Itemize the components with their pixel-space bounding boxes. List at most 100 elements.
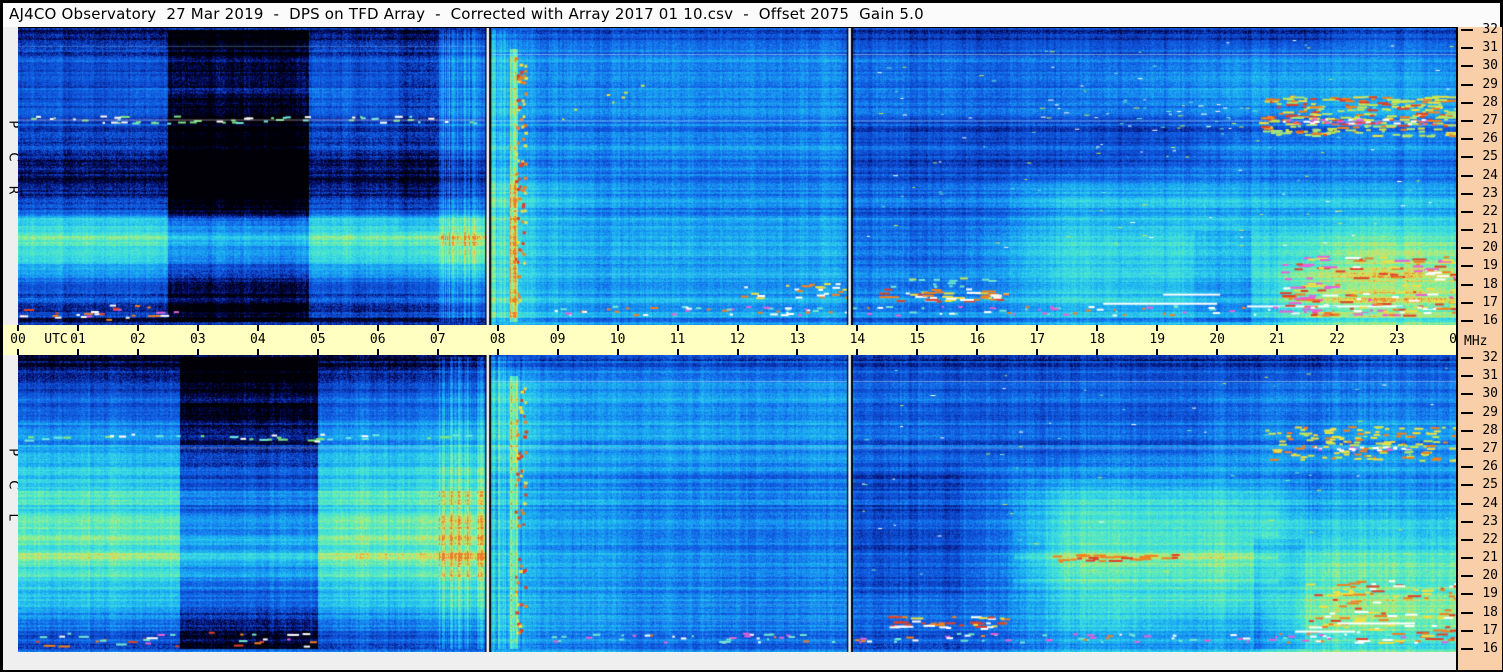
time-label: 01: [70, 332, 86, 347]
freq-tick: [1461, 520, 1473, 523]
time-tick: [1156, 349, 1159, 355]
freq-label: 19: [1482, 586, 1498, 602]
time-tick: [676, 325, 679, 331]
time-tick: [1156, 325, 1159, 331]
time-tick: [796, 349, 799, 355]
time-label: 18: [1089, 332, 1106, 347]
time-label: 00: [10, 332, 26, 347]
freq-label: 17: [1482, 622, 1498, 638]
freq-label: 17: [1482, 294, 1498, 310]
time-tick: [17, 325, 19, 331]
time-tick: [376, 325, 379, 331]
freq-tick: [1461, 119, 1473, 122]
time-tick: [1036, 325, 1039, 331]
freq-label: 21: [1482, 222, 1498, 238]
freq-label: 18: [1482, 604, 1498, 620]
time-label: 02: [130, 332, 146, 347]
time-tick: [76, 349, 79, 355]
time-tick: [316, 349, 319, 355]
bottom-margin: [3, 652, 1456, 670]
time-label: 10: [609, 332, 626, 347]
freq-tick: [1461, 629, 1473, 632]
freq-tick: [1461, 611, 1473, 614]
freq-label: 27: [1482, 112, 1498, 128]
time-tick: [1036, 349, 1039, 355]
freq-label: 30: [1482, 386, 1498, 402]
time-label: 04: [250, 332, 266, 347]
time-tick: [196, 349, 199, 355]
time-label: 11: [669, 332, 686, 347]
freq-tick: [1461, 301, 1473, 304]
time-tick: [1336, 349, 1339, 355]
freq-label: 18: [1482, 276, 1498, 292]
freq-label: 28: [1482, 422, 1498, 438]
time-tick: [1096, 325, 1099, 331]
freq-label: 30: [1482, 58, 1498, 74]
time-label: 07: [429, 332, 446, 347]
time-tick: [796, 325, 799, 331]
freq-tick: [1461, 593, 1473, 596]
time-tick: [436, 349, 439, 355]
freq-label: 20: [1482, 568, 1498, 584]
time-tick: [1096, 349, 1099, 355]
time-tick: [316, 325, 319, 331]
freq-tick: [1461, 174, 1473, 177]
freq-label: 25: [1482, 477, 1498, 493]
time-tick: [1276, 325, 1279, 331]
mhz-unit-label: MHz: [1464, 334, 1488, 349]
time-tick: [1216, 349, 1219, 355]
time-label: 19: [1149, 332, 1166, 347]
freq-tick: [1461, 83, 1473, 86]
time-tick: [1396, 349, 1399, 355]
freq-tick: [1461, 29, 1473, 31]
freq-label: 26: [1482, 459, 1498, 475]
time-tick: [136, 349, 139, 355]
freq-tick: [1461, 411, 1473, 414]
utc-unit-label: UTC: [44, 332, 68, 347]
time-label: 08: [489, 332, 506, 347]
time-label: 00: [1449, 332, 1456, 347]
time-tick: [1336, 325, 1339, 331]
freq-tick: [1461, 47, 1473, 50]
time-tick: [136, 325, 139, 331]
freq-tick: [1461, 101, 1473, 104]
freq-label: 32: [1482, 350, 1498, 365]
time-label: 06: [369, 332, 386, 347]
freq-label: 26: [1482, 131, 1498, 147]
time-label: 05: [309, 332, 326, 347]
time-label: 22: [1329, 332, 1345, 347]
freq-label: 23: [1482, 513, 1498, 529]
freq-label: 29: [1482, 404, 1498, 420]
time-tick: [256, 349, 259, 355]
freq-tick: [1461, 466, 1473, 469]
freq-tick: [1461, 375, 1473, 378]
time-tick: [616, 325, 619, 331]
time-label: 13: [789, 332, 806, 347]
freq-label: 24: [1482, 495, 1498, 511]
freq-label: 23: [1482, 185, 1498, 201]
time-label: 14: [849, 332, 866, 347]
time-label: 15: [909, 332, 926, 347]
freq-label: 32: [1482, 22, 1498, 37]
time-label: 20: [1209, 332, 1225, 347]
freq-label: 24: [1482, 167, 1498, 183]
time-label: 23: [1389, 332, 1405, 347]
freq-label: 19: [1482, 258, 1498, 274]
freq-tick: [1461, 265, 1473, 268]
freq-tick: [1461, 210, 1473, 213]
time-label: 09: [549, 332, 566, 347]
time-tick: [736, 325, 739, 331]
freq-label: 27: [1482, 440, 1498, 456]
freq-tick: [1461, 447, 1473, 450]
time-tick: [496, 325, 499, 331]
freq-label: 16: [1482, 641, 1498, 656]
freq-tick: [1461, 138, 1473, 141]
freq-tick: [1461, 247, 1473, 250]
time-label: 17: [1029, 332, 1046, 347]
time-tick: [736, 349, 739, 355]
freq-label: 22: [1482, 203, 1498, 219]
freq-tick: [1461, 648, 1473, 650]
time-tick: [256, 325, 259, 331]
freq-label: 31: [1482, 40, 1498, 56]
